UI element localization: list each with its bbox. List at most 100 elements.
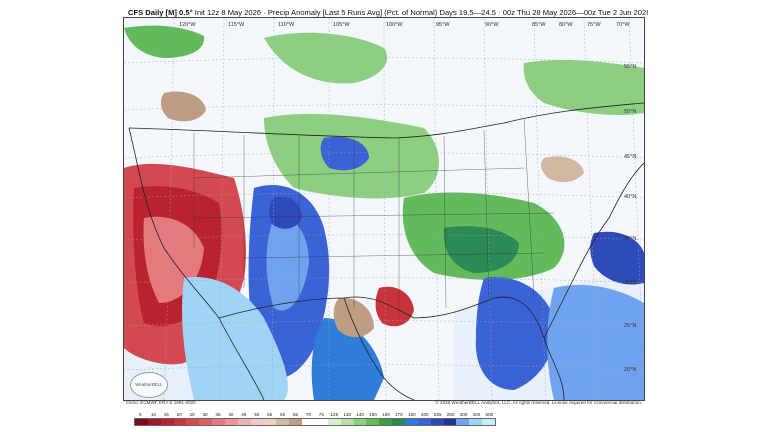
colorbar-label: 15 — [163, 412, 169, 417]
colorbar-swatch — [212, 419, 226, 425]
wet-anomaly-pacific-nw — [124, 25, 205, 58]
colorbar-swatch — [405, 419, 418, 425]
lon-label: 95°W — [436, 22, 450, 28]
lat-label: 20°N — [624, 367, 636, 373]
colorbar-label: 10 — [150, 412, 156, 417]
title-model: CFS Daily [M] 0.5° — [128, 8, 193, 17]
colorbar-swatch — [456, 419, 470, 425]
lat-label: 40°N — [624, 194, 636, 200]
colorbar-swatch — [250, 419, 264, 425]
colorbar-label: 130 — [343, 412, 352, 417]
wet-anomaly-plains-core — [320, 136, 369, 171]
colorbar-swatch — [482, 419, 496, 425]
lat-label: 50°N — [624, 109, 636, 115]
colorbar-swatch — [366, 419, 380, 425]
dry-anomaly-texas — [375, 286, 414, 327]
lon-label: 120°W — [179, 22, 196, 28]
map-svg: 120°W 115°W 110°W 105°W 100°W 95°W 90°W … — [124, 18, 644, 400]
lon-label: 105°W — [333, 22, 350, 28]
dry-anomaly-northwest — [160, 91, 206, 122]
colorbar-swatch — [186, 419, 200, 425]
coastline-borders — [128, 102, 644, 400]
colorbar-label: 35 — [215, 412, 221, 417]
colorbar-label: 75 — [318, 412, 324, 417]
lat-label: 45°N — [624, 154, 636, 160]
colorbar-label: 170 — [395, 412, 403, 417]
longitude-labels: 120°W 115°W 110°W 105°W 100°W 95°W 90°W … — [179, 22, 630, 28]
colorbar-swatch — [353, 419, 367, 425]
colorbar-swatch — [315, 419, 328, 425]
wet-anomaly-mexico — [311, 318, 384, 400]
title-days: Days 19.5—24.5 — [439, 8, 497, 17]
lon-label: 100°W — [386, 22, 403, 28]
colorbar-swatch — [225, 419, 238, 425]
graticule — [124, 18, 644, 400]
title-init: Init 12z 8 May 2026 — [194, 8, 262, 17]
colorbar-swatches — [134, 418, 496, 426]
colorbar-swatch — [276, 419, 290, 425]
colorbar-label: 140 — [356, 412, 364, 417]
lat-label: 55°N — [624, 64, 636, 70]
state-borders — [193, 117, 555, 318]
colorbar-swatch — [173, 419, 187, 425]
colorbar-swatch — [469, 419, 483, 425]
colorbar-label: 400 — [472, 412, 481, 417]
colorbar-label: 180 — [407, 412, 416, 417]
colorbar-label: 55 — [267, 412, 273, 417]
colorbar-swatch — [430, 419, 444, 425]
colorbar-label: 40 — [228, 412, 234, 417]
colorbar-swatch — [443, 419, 457, 425]
title-field: Precip Anomaly [Last 5 Runs Avg] (Pct. o… — [267, 8, 438, 17]
lon-label: 115°W — [228, 22, 245, 28]
wet-anomaly-southwest-inner — [266, 217, 309, 311]
colorbar-swatch — [135, 419, 148, 425]
lon-label: 85°W — [532, 22, 546, 28]
lat-label: 25°N — [624, 323, 636, 329]
wet-anomaly-canada-east — [523, 60, 644, 115]
title-valid: 00z Thu 28 May 2026—00z Tue 2 Jun 2026 — [502, 8, 648, 17]
colorbar-label: 20 — [176, 412, 182, 417]
lat-label: 30°N — [624, 280, 636, 286]
wet-anomaly-rockies-core — [269, 196, 302, 229]
latitude-labels: 55°N 50°N 45°N 40°N 35°N 30°N 25°N 20°N — [624, 64, 636, 373]
colorbar-swatch — [289, 419, 303, 425]
colorbar-label: 5 — [139, 412, 142, 417]
wet-anomaly-gulf-florida — [475, 277, 555, 390]
colorbar-label: 125 — [330, 412, 339, 417]
lon-label: 70°W — [616, 22, 630, 28]
lon-label: 80°W — [559, 22, 573, 28]
wet-anomaly-caribbean — [547, 284, 644, 400]
colorbar-label: 225 — [433, 412, 442, 417]
colorbar-label: 60 — [280, 412, 286, 417]
colorbar-legend: 5 10 15 20 25 30 35 40 45 50 55 60 65 70 75 125 130 140 15… — [134, 411, 496, 427]
map-footer: Climo: ECMWF ERA-5 1991-2020 © 2026 Weat… — [124, 399, 644, 407]
colorbar-label: 70 — [305, 412, 311, 417]
colorbar-swatch — [147, 419, 161, 425]
colorbar-label: 150 — [369, 412, 377, 417]
colorbar-label: 300 — [459, 412, 468, 417]
colorbar-swatch — [199, 419, 213, 425]
colorbar-swatch — [392, 419, 406, 425]
wet-anomaly-baja — [182, 277, 288, 400]
dry-anomaly-northeast — [540, 156, 584, 183]
colorbar-swatch — [379, 419, 393, 425]
colorbar-label: 250 — [446, 412, 455, 417]
precip-anomaly-map: 120°W 115°W 110°W 105°W 100°W 95°W 90°W … — [123, 17, 645, 401]
colorbar-label: 50 — [254, 412, 260, 417]
wet-anomaly-atlantic — [590, 231, 644, 285]
map-title: CFS Daily [M] 0.5° Init 12z 8 May 2026 ·… — [128, 6, 648, 20]
colorbar-swatch — [160, 419, 174, 425]
colorbar-swatch — [417, 419, 431, 425]
colorbar-label: 160 — [382, 412, 390, 417]
colorbar-label: 200 — [420, 412, 429, 417]
colorbar-labels: 5 10 15 20 25 30 35 40 45 50 55 60 65 70 75 125 130 140 15… — [134, 411, 496, 418]
colorbar-label: 500 — [485, 412, 494, 417]
climo-note: Climo: ECMWF ERA-5 1991-2020 — [126, 400, 196, 405]
lon-label: 75°W — [587, 22, 601, 28]
colorbar-label: 65 — [292, 412, 299, 417]
colorbar-swatch — [302, 419, 316, 425]
colorbar-swatch — [237, 419, 251, 425]
lat-label: 35°N — [624, 236, 636, 242]
colorbar-label: 45 — [241, 412, 247, 417]
weatherbell-logo: WeatherBELL — [130, 372, 168, 398]
